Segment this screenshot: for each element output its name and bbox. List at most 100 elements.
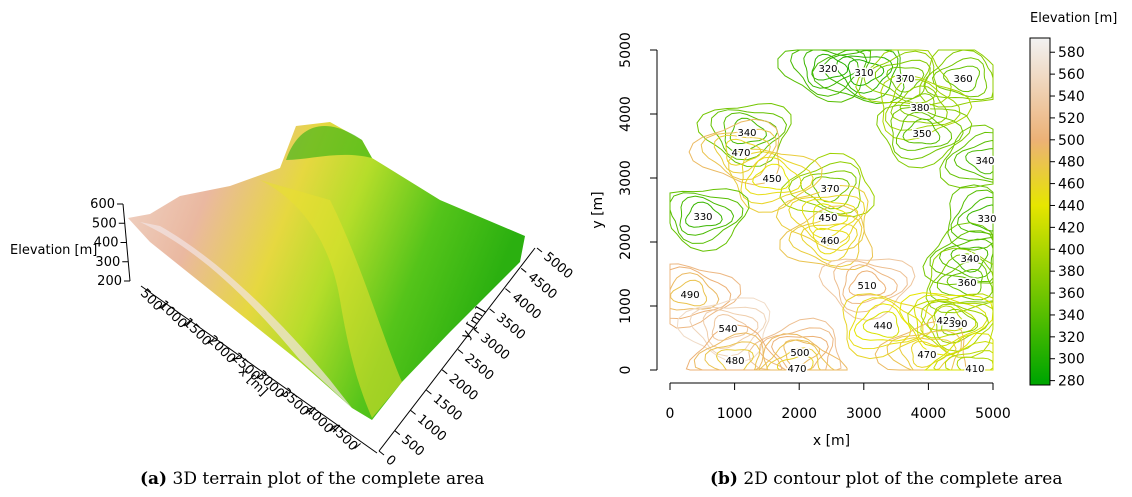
y-tick-label: 1500 xyxy=(430,392,465,425)
contour-label: 470 xyxy=(731,148,750,159)
colorbar-tick-label: 440 xyxy=(1058,198,1085,214)
y-tick xyxy=(426,389,432,395)
colorbar-tick-label: 300 xyxy=(1058,352,1085,368)
contour-line xyxy=(779,205,874,271)
y-tick xyxy=(520,267,527,273)
contour-line xyxy=(938,238,994,279)
contour-line xyxy=(713,134,771,174)
y-tick xyxy=(473,328,480,334)
y-tick xyxy=(441,369,448,375)
contour-line xyxy=(922,222,994,286)
y-tick-label: 4500 xyxy=(525,270,560,303)
colorbar-tick-label: 420 xyxy=(1058,220,1085,236)
contour-label: 370 xyxy=(895,74,914,85)
contour-line xyxy=(754,333,848,371)
y-tick-label: 5000 xyxy=(540,250,575,283)
contour-line xyxy=(880,74,973,141)
y-tick xyxy=(489,308,495,314)
contour-label: 440 xyxy=(873,321,892,332)
contour-line xyxy=(688,118,780,186)
contour-label: 500 xyxy=(790,348,809,359)
contour-line xyxy=(931,57,988,98)
contour-line xyxy=(771,335,829,371)
contour-label: 330 xyxy=(977,214,996,225)
colorbar-tick-label: 560 xyxy=(1058,67,1085,83)
x-tick-label: 4000 xyxy=(911,406,947,422)
contour-label: 450 xyxy=(762,174,781,185)
contour-line xyxy=(835,55,894,94)
contour-line xyxy=(685,201,723,228)
contour-label: 470 xyxy=(787,364,806,375)
caption-label: (a) xyxy=(140,469,167,489)
contour-line xyxy=(788,194,866,246)
contour-line xyxy=(799,170,857,210)
y-tick-label: 3500 xyxy=(493,310,528,343)
contour-label: 490 xyxy=(680,290,699,301)
contour-line xyxy=(696,102,792,168)
contour-label: 420 xyxy=(936,316,955,327)
contour-line xyxy=(847,59,885,87)
x-tick xyxy=(281,390,288,397)
contour-line xyxy=(744,156,802,196)
z-tick-label: 600 xyxy=(90,197,115,212)
y-tick-label: 0 xyxy=(618,366,634,375)
x-tick xyxy=(232,355,239,362)
x-tick-label: 1000 xyxy=(717,406,753,422)
contour-line xyxy=(833,260,908,313)
contour-line xyxy=(783,339,820,367)
contour-line xyxy=(752,163,790,190)
contour-label: 370 xyxy=(820,184,839,195)
x-tick xyxy=(305,408,313,414)
contour-label: 350 xyxy=(912,129,931,140)
caption-a: (a) 3D terrain plot of the complete area xyxy=(140,469,484,489)
colorbar-tick-label: 280 xyxy=(1058,374,1085,390)
colorbar xyxy=(1029,37,1051,386)
contour-line xyxy=(812,227,850,255)
y-axis xyxy=(378,247,536,452)
y-tick-label: 3000 xyxy=(618,160,634,196)
colorbar-tick-label: 540 xyxy=(1058,89,1085,105)
contour-label: 380 xyxy=(910,103,929,114)
contour-label: 390 xyxy=(948,319,967,330)
contour-line xyxy=(669,188,750,252)
contour-line xyxy=(929,253,994,304)
contour-label: 330 xyxy=(693,212,712,223)
z-tick-label: 300 xyxy=(95,255,120,270)
contour-line xyxy=(711,313,749,341)
y-tick xyxy=(410,410,416,415)
contour-line xyxy=(899,337,957,371)
y-tick xyxy=(505,288,511,293)
contour-line xyxy=(907,293,994,358)
z-tick-label: 500 xyxy=(92,216,117,231)
colorbar-tick-label: 460 xyxy=(1058,177,1085,193)
contour-line xyxy=(669,263,742,329)
contour-label: 480 xyxy=(725,356,744,367)
contour-line xyxy=(803,49,859,89)
contour-line xyxy=(929,230,994,283)
contour-line xyxy=(740,150,814,205)
contour-line xyxy=(933,303,989,344)
contour-line xyxy=(923,49,994,101)
contour-line xyxy=(876,104,973,169)
contour-line xyxy=(848,297,924,350)
contour-line xyxy=(788,214,863,268)
contour-line xyxy=(925,247,994,314)
y-tick-label: 500 xyxy=(398,432,427,459)
contour-line xyxy=(669,266,732,320)
x-tick xyxy=(183,320,191,327)
contour-line xyxy=(919,49,994,108)
contour-line xyxy=(670,279,708,307)
colorbar-tick-label: 500 xyxy=(1058,133,1085,149)
y-tick-label: 2000 xyxy=(446,371,481,404)
contour-label: 340 xyxy=(737,128,756,139)
contour-label: 540 xyxy=(718,324,737,335)
y-tick-label: 1000 xyxy=(414,412,449,445)
y-tick xyxy=(536,247,543,253)
contour-label: 340 xyxy=(975,156,994,167)
colorbar-tick-label: 320 xyxy=(1058,330,1085,346)
colorbar-tick-label: 360 xyxy=(1058,286,1085,302)
x-tick-label: 4500 xyxy=(326,420,360,454)
caption-label: (b) xyxy=(710,469,738,489)
contour-line xyxy=(775,184,869,252)
colorbar-title: Elevation [m] xyxy=(1030,11,1117,26)
